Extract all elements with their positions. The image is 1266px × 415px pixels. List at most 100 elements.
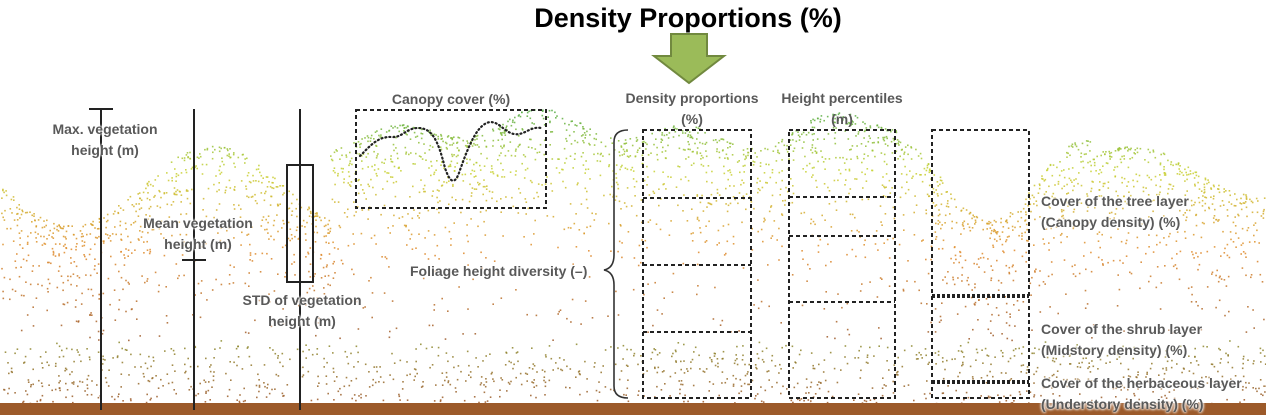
point [470, 376, 472, 379]
point [205, 215, 208, 218]
point [1081, 348, 1083, 351]
point [64, 369, 66, 372]
point [1127, 166, 1130, 169]
point [624, 167, 627, 169]
point [499, 395, 501, 398]
point [933, 174, 936, 176]
point [102, 242, 105, 244]
point [281, 246, 284, 249]
point [279, 361, 281, 364]
point [317, 375, 319, 378]
point [347, 244, 350, 247]
point [441, 384, 444, 386]
point [1021, 352, 1023, 355]
point [960, 233, 962, 235]
point [1069, 348, 1072, 351]
point [483, 384, 485, 386]
point [1051, 359, 1054, 362]
point [1019, 226, 1021, 228]
point [991, 229, 993, 232]
point [397, 167, 400, 169]
point [43, 226, 46, 228]
point [1080, 152, 1083, 155]
point [317, 322, 320, 324]
point [729, 171, 732, 174]
point [512, 367, 514, 370]
point [678, 147, 681, 150]
point [228, 179, 231, 182]
point [463, 399, 466, 402]
point [1086, 303, 1089, 305]
point [260, 192, 263, 194]
point [777, 142, 780, 144]
point [878, 345, 880, 347]
point [871, 387, 874, 389]
point [510, 124, 513, 127]
point [142, 372, 145, 375]
point [823, 308, 826, 310]
point [97, 263, 100, 265]
point [1036, 366, 1039, 369]
point [46, 361, 48, 364]
point [14, 290, 17, 292]
point [367, 209, 370, 211]
point [476, 144, 479, 146]
point [89, 248, 92, 250]
point [551, 109, 553, 112]
point [1121, 155, 1123, 158]
point [854, 123, 857, 125]
point [1117, 149, 1120, 152]
point [967, 223, 969, 225]
point [867, 155, 869, 157]
point [82, 235, 84, 238]
point [188, 249, 191, 251]
point [1158, 193, 1161, 196]
point [518, 187, 520, 190]
point [557, 367, 559, 370]
point [1197, 304, 1199, 307]
point [131, 252, 133, 254]
point [1065, 200, 1068, 203]
point [420, 179, 422, 181]
point [1078, 379, 1080, 381]
point [318, 382, 320, 384]
point [190, 168, 193, 170]
point [324, 300, 327, 302]
point [149, 399, 152, 401]
point [586, 226, 588, 229]
point [857, 131, 860, 133]
point [684, 176, 687, 178]
point [766, 148, 769, 151]
point [528, 110, 530, 113]
point [1206, 346, 1208, 348]
point [1240, 244, 1243, 246]
point [1195, 224, 1198, 227]
point [443, 167, 445, 170]
point [483, 165, 486, 167]
point [742, 354, 744, 357]
vegetation-point-cloud [1, 109, 1266, 405]
point [785, 186, 787, 189]
point [961, 280, 963, 282]
point [934, 352, 937, 354]
point [57, 230, 60, 232]
point [971, 227, 974, 229]
point [564, 122, 566, 125]
point [800, 398, 803, 400]
point [1088, 386, 1090, 389]
point [921, 180, 924, 183]
point [783, 144, 786, 147]
point [891, 187, 893, 189]
max-height-label: Max. vegetation height (m) [52, 121, 158, 158]
point [961, 364, 963, 367]
point [389, 232, 391, 234]
point [502, 169, 504, 171]
point [563, 147, 566, 150]
point [407, 213, 409, 215]
point [480, 251, 482, 254]
point [378, 134, 380, 137]
point [1219, 205, 1222, 207]
point [528, 367, 531, 369]
point [669, 375, 672, 378]
point [1098, 189, 1101, 191]
